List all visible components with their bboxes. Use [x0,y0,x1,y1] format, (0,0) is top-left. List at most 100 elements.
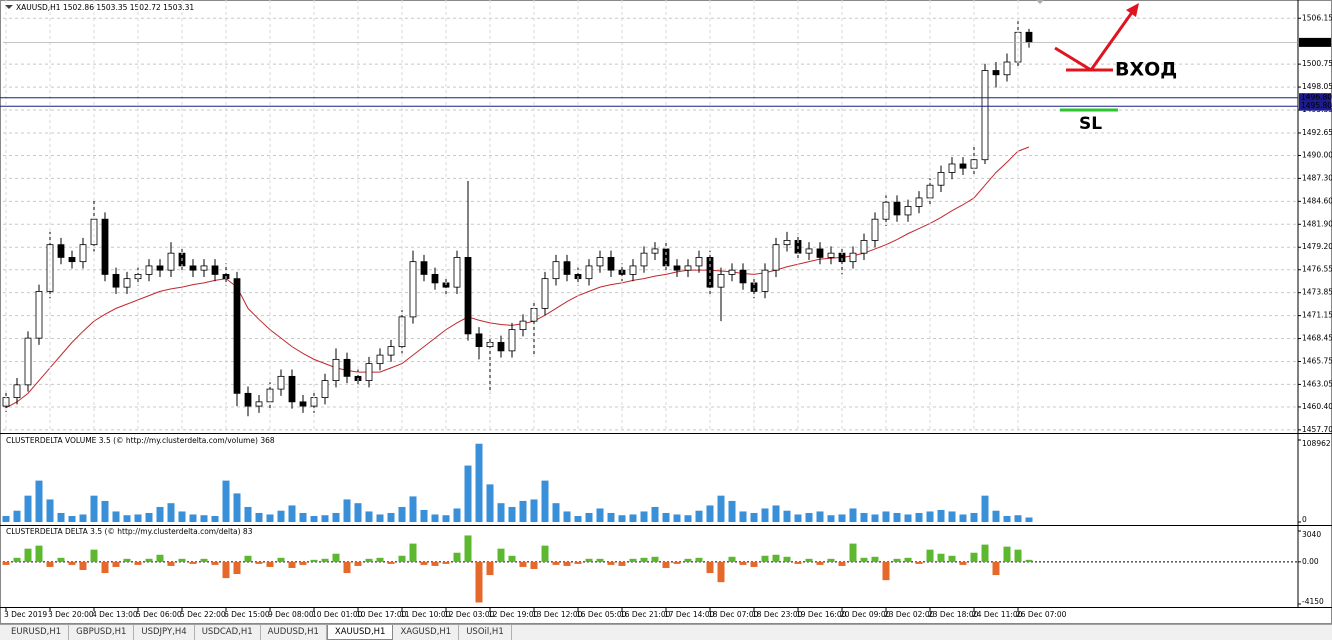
bar [673,514,681,522]
symbol-tab[interactable]: XAUUSD,H1 [326,625,394,640]
annotation: SL [1079,114,1102,134]
bar [57,557,65,562]
bar [266,561,274,567]
candle-body [299,401,307,407]
bar [519,561,527,567]
bar [211,561,219,565]
candle-body [717,274,725,288]
bar [607,561,615,565]
candle-body [112,274,120,288]
bar [871,556,879,562]
candle-body [695,257,703,267]
bar [739,511,747,522]
bar [838,514,846,522]
symbol-tab[interactable]: USDCAD,H1 [195,625,261,640]
bar [552,503,560,522]
bar [629,558,637,562]
bar [596,508,604,522]
bar [354,561,362,566]
symbol-tab[interactable]: XAGUSD,H1 [393,625,460,640]
symbol-tab[interactable]: EURUSD,H1 [4,625,70,640]
candle-body [849,252,857,263]
x-tick-label: 17 Dec 14:00 [664,610,715,619]
bar [2,561,10,565]
candle-body [937,172,945,186]
symbol-tab[interactable]: AUDUSD,H1 [261,625,327,640]
bar [365,511,373,522]
bar [233,561,241,575]
bar [134,561,142,565]
bar [783,510,791,522]
candle-body [739,269,747,284]
bar [585,512,593,522]
bar [739,561,747,565]
bar [189,561,197,564]
x-tick-label: 19 Dec 16:00 [796,610,847,619]
bar [145,558,153,562]
x-tick-label: 5 Dec 22:00 [180,610,226,619]
candle-body [673,265,681,271]
bar [2,515,10,522]
bar [497,548,505,562]
candle-body [453,257,461,288]
bar [662,512,670,522]
symbol-tab[interactable]: USOil,H1 [459,625,512,640]
bar [112,561,120,567]
bar [244,555,252,562]
x-tick-label: 26 Dec 07:00 [1016,610,1067,619]
bar [354,503,362,522]
bar [398,506,406,522]
candle-body [816,248,824,258]
y-tick-label: 108962 [1302,439,1331,448]
symbol-tab[interactable]: USDJPY,H4 [134,625,195,640]
candle-body [904,206,912,216]
bar [255,512,263,522]
bar [376,557,384,562]
bar [387,512,395,522]
candle-body [728,269,736,275]
bar [156,554,164,562]
bar [442,561,450,564]
bar [772,554,780,562]
bar [464,465,472,522]
bar [915,512,923,522]
y-tick-label: -4150 [1302,597,1324,606]
bar [134,514,142,522]
bar [255,561,263,564]
bar [783,556,791,562]
bar [959,561,967,565]
bar [200,515,208,522]
bar [794,561,802,564]
bar [79,514,87,522]
bar [761,555,769,562]
bar [761,508,769,522]
y-tick-label: 1465.75 [1302,356,1332,365]
symbol-tab[interactable]: GBPUSD,H1 [69,625,135,640]
candle-body [79,244,87,263]
level-label: 1495.80 [1301,101,1332,110]
bar [563,511,571,522]
bar [46,561,54,567]
bar [651,506,659,522]
x-tick-label: 18 Dec 23:00 [752,610,803,619]
candle-body [596,257,604,267]
bar [684,558,692,562]
candle-body [640,252,648,267]
bar [486,561,494,576]
candle-body [288,375,296,403]
bar [530,561,538,569]
candle-body [24,337,32,386]
candle-body [497,341,505,352]
bar [475,443,483,522]
bar [299,512,307,522]
x-tick-label: 16 Dec 05:00 [576,610,627,619]
bar [189,514,197,522]
bar [1014,515,1022,522]
bar [68,561,76,565]
candle-body [651,248,659,254]
x-tick-label: 16 Dec 21:00 [620,610,671,619]
bar [706,561,714,574]
bar [926,511,934,522]
bar [772,505,780,522]
bar [827,558,835,562]
